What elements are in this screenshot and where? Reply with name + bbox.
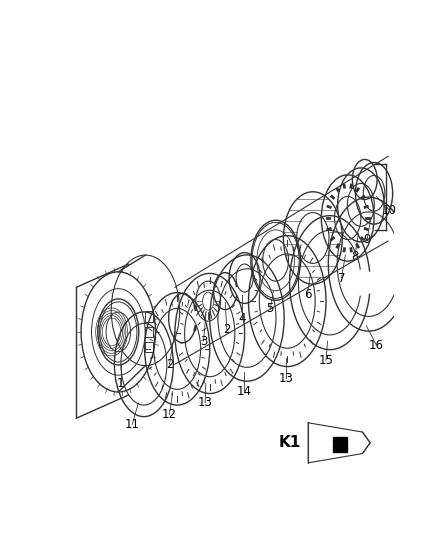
Text: 7: 7	[338, 271, 345, 285]
Text: 12: 12	[162, 408, 177, 421]
Polygon shape	[333, 445, 347, 452]
Text: 1: 1	[117, 377, 124, 390]
Text: 10: 10	[382, 204, 397, 217]
Text: 13: 13	[278, 372, 293, 385]
Text: K1: K1	[279, 435, 301, 450]
Text: 16: 16	[369, 338, 384, 351]
Text: 14: 14	[237, 385, 251, 398]
Text: 3: 3	[200, 335, 207, 348]
Text: 8: 8	[351, 250, 358, 263]
Text: 5: 5	[266, 302, 274, 316]
Text: 13: 13	[198, 396, 212, 409]
Text: 2: 2	[223, 323, 230, 336]
Text: 4: 4	[239, 312, 246, 325]
Text: 9: 9	[364, 233, 371, 246]
Text: 15: 15	[318, 354, 333, 367]
Text: 6: 6	[304, 288, 311, 302]
Text: 11: 11	[125, 418, 140, 431]
Polygon shape	[333, 437, 347, 443]
Text: 2: 2	[166, 358, 173, 371]
